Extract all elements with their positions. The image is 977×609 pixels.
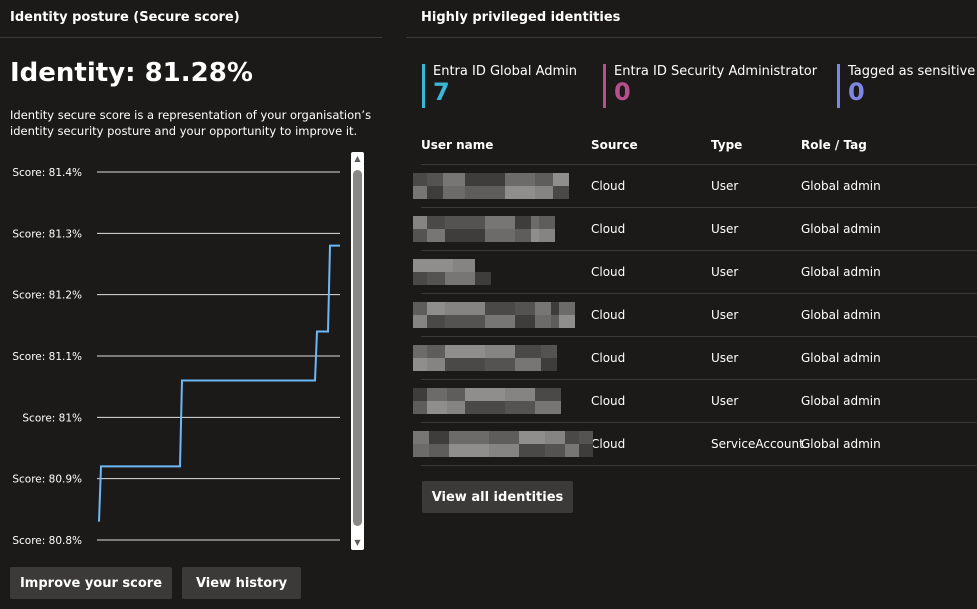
user-name-cell-redacted [413,165,591,207]
scrollbar-thumb[interactable] [353,170,362,526]
type-cell: User [711,351,739,365]
user-name-cell-redacted [413,337,591,379]
role-tag-cell: Global admin [801,265,881,279]
y-tick-label: Score: 81.4% [12,167,82,179]
source-cell: Cloud [591,265,626,279]
role-tag-cell: Global admin [801,394,881,408]
source-cell: Cloud [591,308,626,322]
type-cell: User [711,265,739,279]
table-row[interactable]: Cloud User Global admin [413,294,977,337]
source-cell: Cloud [591,179,626,193]
user-name-cell-redacted [413,208,591,250]
redacted-user-name-pixelation [413,173,569,199]
y-tick-label: Score: 81.2% [12,290,82,302]
source-cell: Cloud [591,351,626,365]
type-cell: User [711,222,739,236]
y-tick-label: Score: 81% [22,412,82,424]
score-description: Identity secure score is a representatio… [10,108,372,138]
table-row[interactable]: Cloud User Global admin [413,337,977,380]
source-cell: Cloud [591,222,626,236]
y-tick-label: Score: 81.3% [12,228,82,240]
source-cell: Cloud [591,437,626,451]
y-tick-label: Score: 81.1% [12,351,82,363]
user-name-cell-redacted [413,294,591,336]
table-row[interactable]: Cloud User Global admin [413,380,977,423]
secure-score-panel-title: Identity posture (Secure score) [10,10,240,25]
table-row[interactable]: Cloud User Global admin [413,208,977,251]
col-source[interactable]: Source [591,138,638,152]
chart-scrollbar[interactable]: ▲ ▼ [351,152,364,550]
stat-security-admin: Entra ID Security Administrator 0 [603,64,817,108]
role-tag-cell: Global admin [801,179,881,193]
type-cell: User [711,394,739,408]
type-cell: User [711,308,739,322]
left-panel-divider [0,37,382,38]
role-tag-cell: Global admin [801,308,881,322]
y-tick-label: Score: 80.8% [12,535,82,547]
table-row[interactable]: Cloud ServiceAccount Global admin [413,423,977,466]
stat-security-admin-value: 0 [614,78,631,106]
view-history-button[interactable]: View history [182,567,301,599]
scroll-down-arrow-icon[interactable]: ▼ [354,538,361,547]
source-cell: Cloud [591,394,626,408]
col-user-name[interactable]: User name [421,138,494,152]
improve-score-button[interactable]: Improve your score [10,567,172,599]
score-line-chart-svg: Score: 81.4% Score: 81.3% Score: 81.2% Scor… [12,167,340,547]
user-name-cell-redacted [413,423,593,465]
table-row[interactable]: Cloud User Global admin [413,251,977,294]
type-cell: ServiceAccount [711,437,804,451]
right-panel-divider [406,37,977,38]
privileged-identities-table: User name Source Type Role / Tag Cloud Us… [413,126,977,466]
view-all-identities-button[interactable]: View all identities [422,481,573,513]
stat-tagged-sensitive-value: 0 [848,78,865,106]
role-tag-cell: Global admin [801,222,881,236]
user-name-cell-redacted [413,251,591,293]
identity-score-heading: Identity: 81.28% [10,58,253,88]
type-cell: User [711,179,739,193]
redacted-user-name-pixelation [413,216,555,242]
stat-global-admin: Entra ID Global Admin 7 [422,64,577,108]
col-role-tag[interactable]: Role / Tag [801,138,867,152]
redacted-user-name-pixelation [413,345,557,371]
role-tag-cell: Global admin [801,437,881,451]
stat-tagged-sensitive: Tagged as sensitive 0 [837,64,975,108]
role-tag-cell: Global admin [801,351,881,365]
stat-global-admin-value: 7 [433,78,450,106]
score-series-line [98,244,340,522]
stat-tagged-sensitive-label: Tagged as sensitive [848,64,976,79]
stat-security-admin-label: Entra ID Security Administrator [614,64,818,79]
table-row[interactable]: Cloud User Global admin [413,165,977,208]
table-body: Cloud User Global admin Cloud User Global adm… [413,165,977,466]
user-name-cell-redacted [413,380,591,422]
stat-global-admin-label: Entra ID Global Admin [433,64,578,79]
table-header: User name Source Type Role / Tag [421,126,977,165]
col-type[interactable]: Type [711,138,743,152]
redacted-user-name-pixelation [413,259,491,285]
y-tick-label: Score: 80.9% [12,474,82,486]
privileged-identities-title: Highly privileged identities [421,10,621,25]
redacted-user-name-pixelation [413,302,575,328]
redacted-user-name-pixelation [413,388,561,414]
redacted-user-name-pixelation [413,431,593,457]
secure-score-chart: Score: 81.4% Score: 81.3% Score: 81.2% Scor… [0,150,350,550]
scroll-up-arrow-icon[interactable]: ▲ [354,154,361,163]
